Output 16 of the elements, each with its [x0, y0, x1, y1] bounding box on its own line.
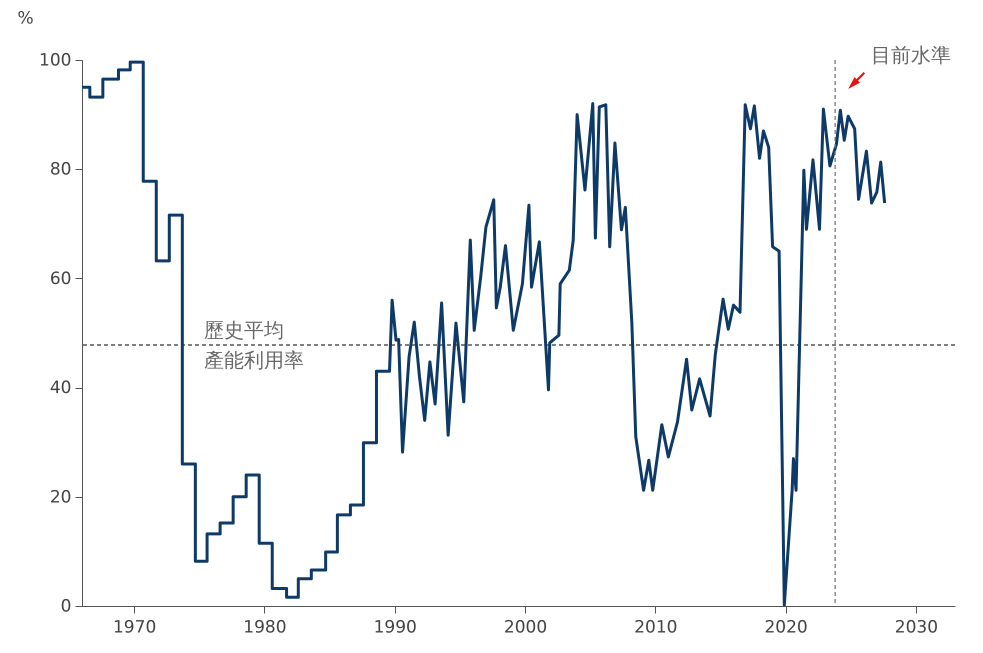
x-tick-label: 2010 — [634, 618, 678, 638]
x-tick-label: 1990 — [374, 618, 417, 638]
y-tick-label: 100 — [39, 50, 72, 70]
y-axis-title: % — [18, 8, 34, 28]
x-tick-label: 1970 — [112, 618, 156, 638]
y-tick-label: 60 — [50, 268, 72, 289]
ref-line-label: 歷史平均產能利用率 — [204, 318, 304, 372]
y-tick-label: 80 — [50, 160, 72, 180]
y-tick-label: 40 — [50, 378, 72, 398]
ref-line-label: 目前水準 — [871, 43, 952, 67]
y-tick-label: 20 — [50, 487, 72, 508]
x-tick-label: 2030 — [894, 618, 938, 638]
x-tick-label: 2020 — [764, 618, 808, 638]
y-tick-label: 0 — [60, 596, 72, 616]
x-tick-label: 2000 — [504, 618, 548, 638]
x-tick-label: 1980 — [243, 618, 287, 638]
